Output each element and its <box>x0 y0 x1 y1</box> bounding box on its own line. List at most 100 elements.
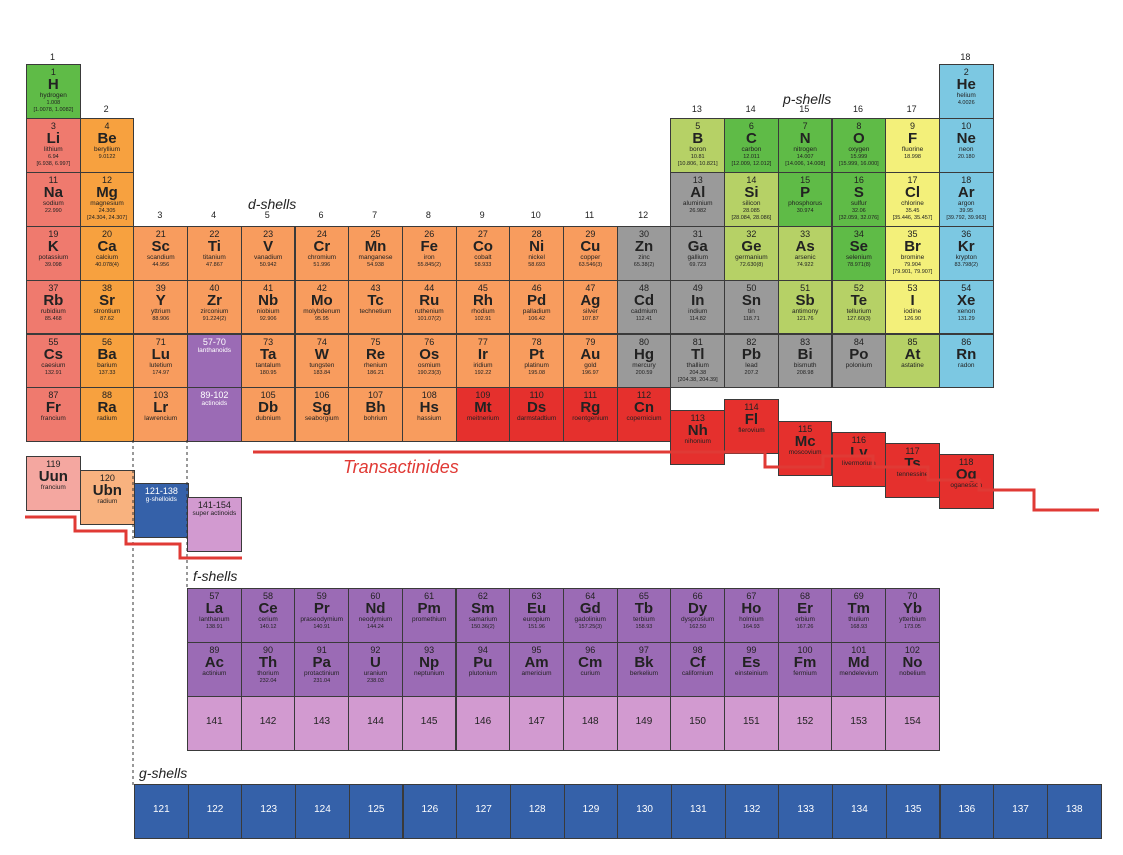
element-150[interactable]: 150 <box>670 696 725 751</box>
element-hs[interactable]: 108 Hs hassium <box>401 387 457 443</box>
element-co[interactable]: 27 Co cobalt 58.933 <box>455 225 511 281</box>
element-89-102[interactable]: 89-102 actinoids <box>187 387 242 443</box>
element-135[interactable]: 135 <box>885 784 941 839</box>
element-am[interactable]: 95 Am americium <box>509 641 564 697</box>
element-141[interactable]: 141 <box>187 696 242 751</box>
element-md[interactable]: 101 Md mendelevium <box>831 641 887 697</box>
element-rn[interactable]: 86 Rn radon <box>938 333 994 389</box>
element-no[interactable]: 102 No nobelium <box>885 641 940 697</box>
element-tc[interactable]: 43 Tc technetium <box>348 279 403 335</box>
element-og[interactable]: 118 Og oganesson <box>938 454 994 510</box>
element-fr[interactable]: 87 Fr francium <box>26 387 81 443</box>
element-la[interactable]: 57 La lanthanum 138.91 <box>187 588 242 643</box>
element-ra[interactable]: 88 Ra radium <box>79 387 135 443</box>
element-br[interactable]: 35 Br bromine 79.904 [79.901, 79.907] <box>885 225 940 281</box>
element-137[interactable]: 137 <box>993 784 1048 839</box>
element-yb[interactable]: 70 Yb ytterbium 173.05 <box>885 588 940 643</box>
element-rg[interactable]: 111 Rg roentgenium <box>563 387 618 443</box>
element-145[interactable]: 145 <box>401 696 457 751</box>
element-be[interactable]: 4 Be beryllium 9.0122 <box>79 117 135 173</box>
element-57-70[interactable]: 57-70 lanthanoids <box>187 333 242 389</box>
element-sg[interactable]: 106 Sg seaborgium <box>294 387 350 443</box>
element-gd[interactable]: 64 Gd gadolinium 157.25(3) <box>562 588 618 643</box>
element-nh[interactable]: 113 Nh nihonium <box>670 410 726 466</box>
element-si[interactable]: 14 Si silicon 28.085 [28.084, 28.086] <box>724 171 779 227</box>
element-136[interactable]: 136 <box>939 784 995 839</box>
element-pb[interactable]: 82 Pb lead 207.2 <box>724 333 779 389</box>
element-152[interactable]: 152 <box>777 696 833 751</box>
element-as[interactable]: 33 As arsenic 74.922 <box>777 225 833 281</box>
element-dy[interactable]: 66 Dy dysprosium 162.50 <box>670 588 725 643</box>
element-ag[interactable]: 47 Ag silver 107.87 <box>563 279 618 335</box>
element-fm[interactable]: 100 Fm fermium <box>777 641 833 697</box>
element-ce[interactable]: 58 Ce cerium 140.12 <box>240 588 296 643</box>
element-re[interactable]: 75 Re rhenium 186.21 <box>348 333 403 389</box>
element-124[interactable]: 124 <box>295 784 350 839</box>
element-121-138[interactable]: 121-138 g-shelloids <box>134 483 189 538</box>
element-he[interactable]: 2 He helium 4.0026 <box>938 64 994 119</box>
element-os[interactable]: 76 Os osmium 190.23(3) <box>401 333 457 389</box>
element-nd[interactable]: 60 Nd neodymium 144.24 <box>348 588 403 643</box>
element-pr[interactable]: 59 Pr praseodymium 140.91 <box>294 588 350 643</box>
element-125[interactable]: 125 <box>348 784 404 839</box>
element-cf[interactable]: 98 Cf californium <box>670 641 725 697</box>
element-uun[interactable]: 119 Uun francium <box>26 456 81 511</box>
element-ru[interactable]: 44 Ru ruthenium 101.07(2) <box>401 279 457 335</box>
element-se[interactable]: 34 Se selenium 78.971(8) <box>831 225 887 281</box>
element-lr[interactable]: 103 Lr lawrencium <box>133 387 189 443</box>
element-at[interactable]: 85 At astatine <box>885 333 940 389</box>
element-fe[interactable]: 26 Fe iron 55.845(2) <box>401 225 457 281</box>
element-146[interactable]: 146 <box>455 696 511 751</box>
element-er[interactable]: 68 Er erbium 167.26 <box>777 588 833 643</box>
element-ne[interactable]: 10 Ne neon 20.180 <box>938 117 994 173</box>
element-122[interactable]: 122 <box>187 784 243 839</box>
element-mg[interactable]: 12 Mg magnesium 24.305 [24.304, 24.307] <box>79 171 135 227</box>
element-ho[interactable]: 67 Ho holmium 164.93 <box>724 588 779 643</box>
element-lu[interactable]: 71 Lu lutetium 174.97 <box>133 333 189 389</box>
element-144[interactable]: 144 <box>348 696 403 751</box>
element-bh[interactable]: 107 Bh bohrium <box>348 387 403 443</box>
element-db[interactable]: 105 Db dubnium <box>240 387 296 443</box>
element-128[interactable]: 128 <box>509 784 565 839</box>
element-na[interactable]: 11 Na sodium 22.990 <box>26 171 81 227</box>
element-pt[interactable]: 78 Pt platinum 195.08 <box>509 333 564 389</box>
element-zr[interactable]: 40 Zr zirconium 91.224(2) <box>187 279 242 335</box>
element-hg[interactable]: 80 Hg mercury 200.59 <box>616 333 672 389</box>
element-sc[interactable]: 21 Sc scandium 44.956 <box>133 225 189 281</box>
element-130[interactable]: 130 <box>617 784 672 839</box>
element-zn[interactable]: 30 Zn zinc 65.38(2) <box>616 225 672 281</box>
element-te[interactable]: 52 Te tellurium 127.60(3) <box>831 279 887 335</box>
element-cl[interactable]: 17 Cl chlorine 35.45 [35.446, 35.457] <box>885 171 940 227</box>
element-nb[interactable]: 41 Nb niobium 92.906 <box>240 279 296 335</box>
element-141-154[interactable]: 141-154 super actinoids <box>187 497 242 552</box>
element-pd[interactable]: 46 Pd palladium 106.42 <box>509 279 564 335</box>
element-154[interactable]: 154 <box>885 696 940 751</box>
element-132[interactable]: 132 <box>724 784 780 839</box>
element-143[interactable]: 143 <box>294 696 350 751</box>
element-142[interactable]: 142 <box>240 696 296 751</box>
element-ac[interactable]: 89 Ac actinium <box>187 641 242 697</box>
element-np[interactable]: 93 Np neptunium <box>401 641 457 697</box>
element-bi[interactable]: 83 Bi bismuth 208.98 <box>777 333 833 389</box>
element-mn[interactable]: 25 Mn manganese 54.938 <box>348 225 403 281</box>
element-ba[interactable]: 56 Ba barium 137.33 <box>79 333 135 389</box>
element-sr[interactable]: 38 Sr strontium 87.62 <box>79 279 135 335</box>
element-pm[interactable]: 61 Pm promethium <box>401 588 457 643</box>
element-138[interactable]: 138 <box>1046 784 1102 839</box>
element-126[interactable]: 126 <box>402 784 458 839</box>
element-134[interactable]: 134 <box>832 784 887 839</box>
element-kr[interactable]: 36 Kr krypton 83.798(2) <box>938 225 994 281</box>
element-mt[interactable]: 109 Mt meitnerium <box>455 387 511 443</box>
element-sm[interactable]: 62 Sm samarium 150.36(2) <box>455 588 511 643</box>
element-ni[interactable]: 28 Ni nickel 58.693 <box>509 225 564 281</box>
element-127[interactable]: 127 <box>456 784 511 839</box>
element-pa[interactable]: 91 Pa protactinium 231.04 <box>294 641 350 697</box>
element-th[interactable]: 90 Th thorium 232.04 <box>240 641 296 697</box>
